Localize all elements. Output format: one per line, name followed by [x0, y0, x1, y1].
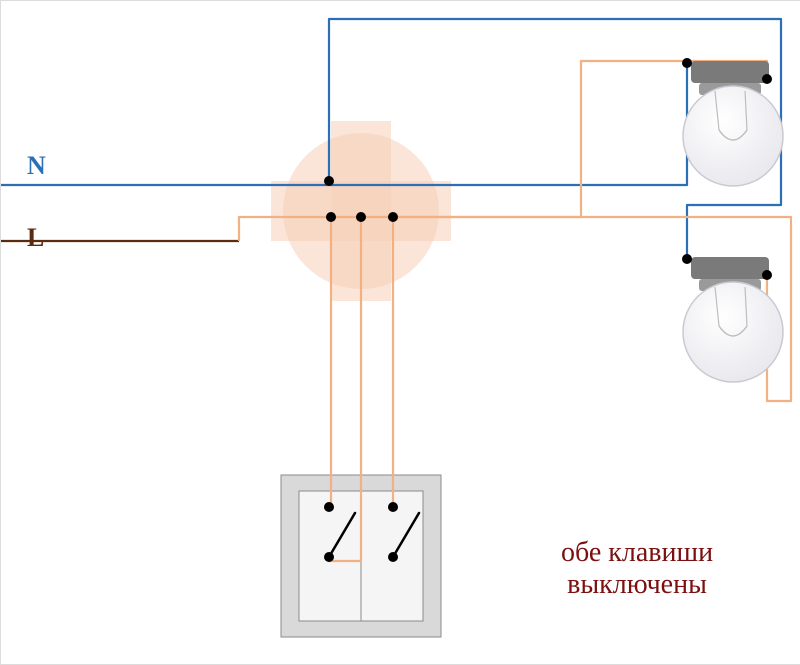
- wiring-diagram: N L обе клавиши выключены: [0, 0, 800, 665]
- diagram-svg: [1, 1, 800, 664]
